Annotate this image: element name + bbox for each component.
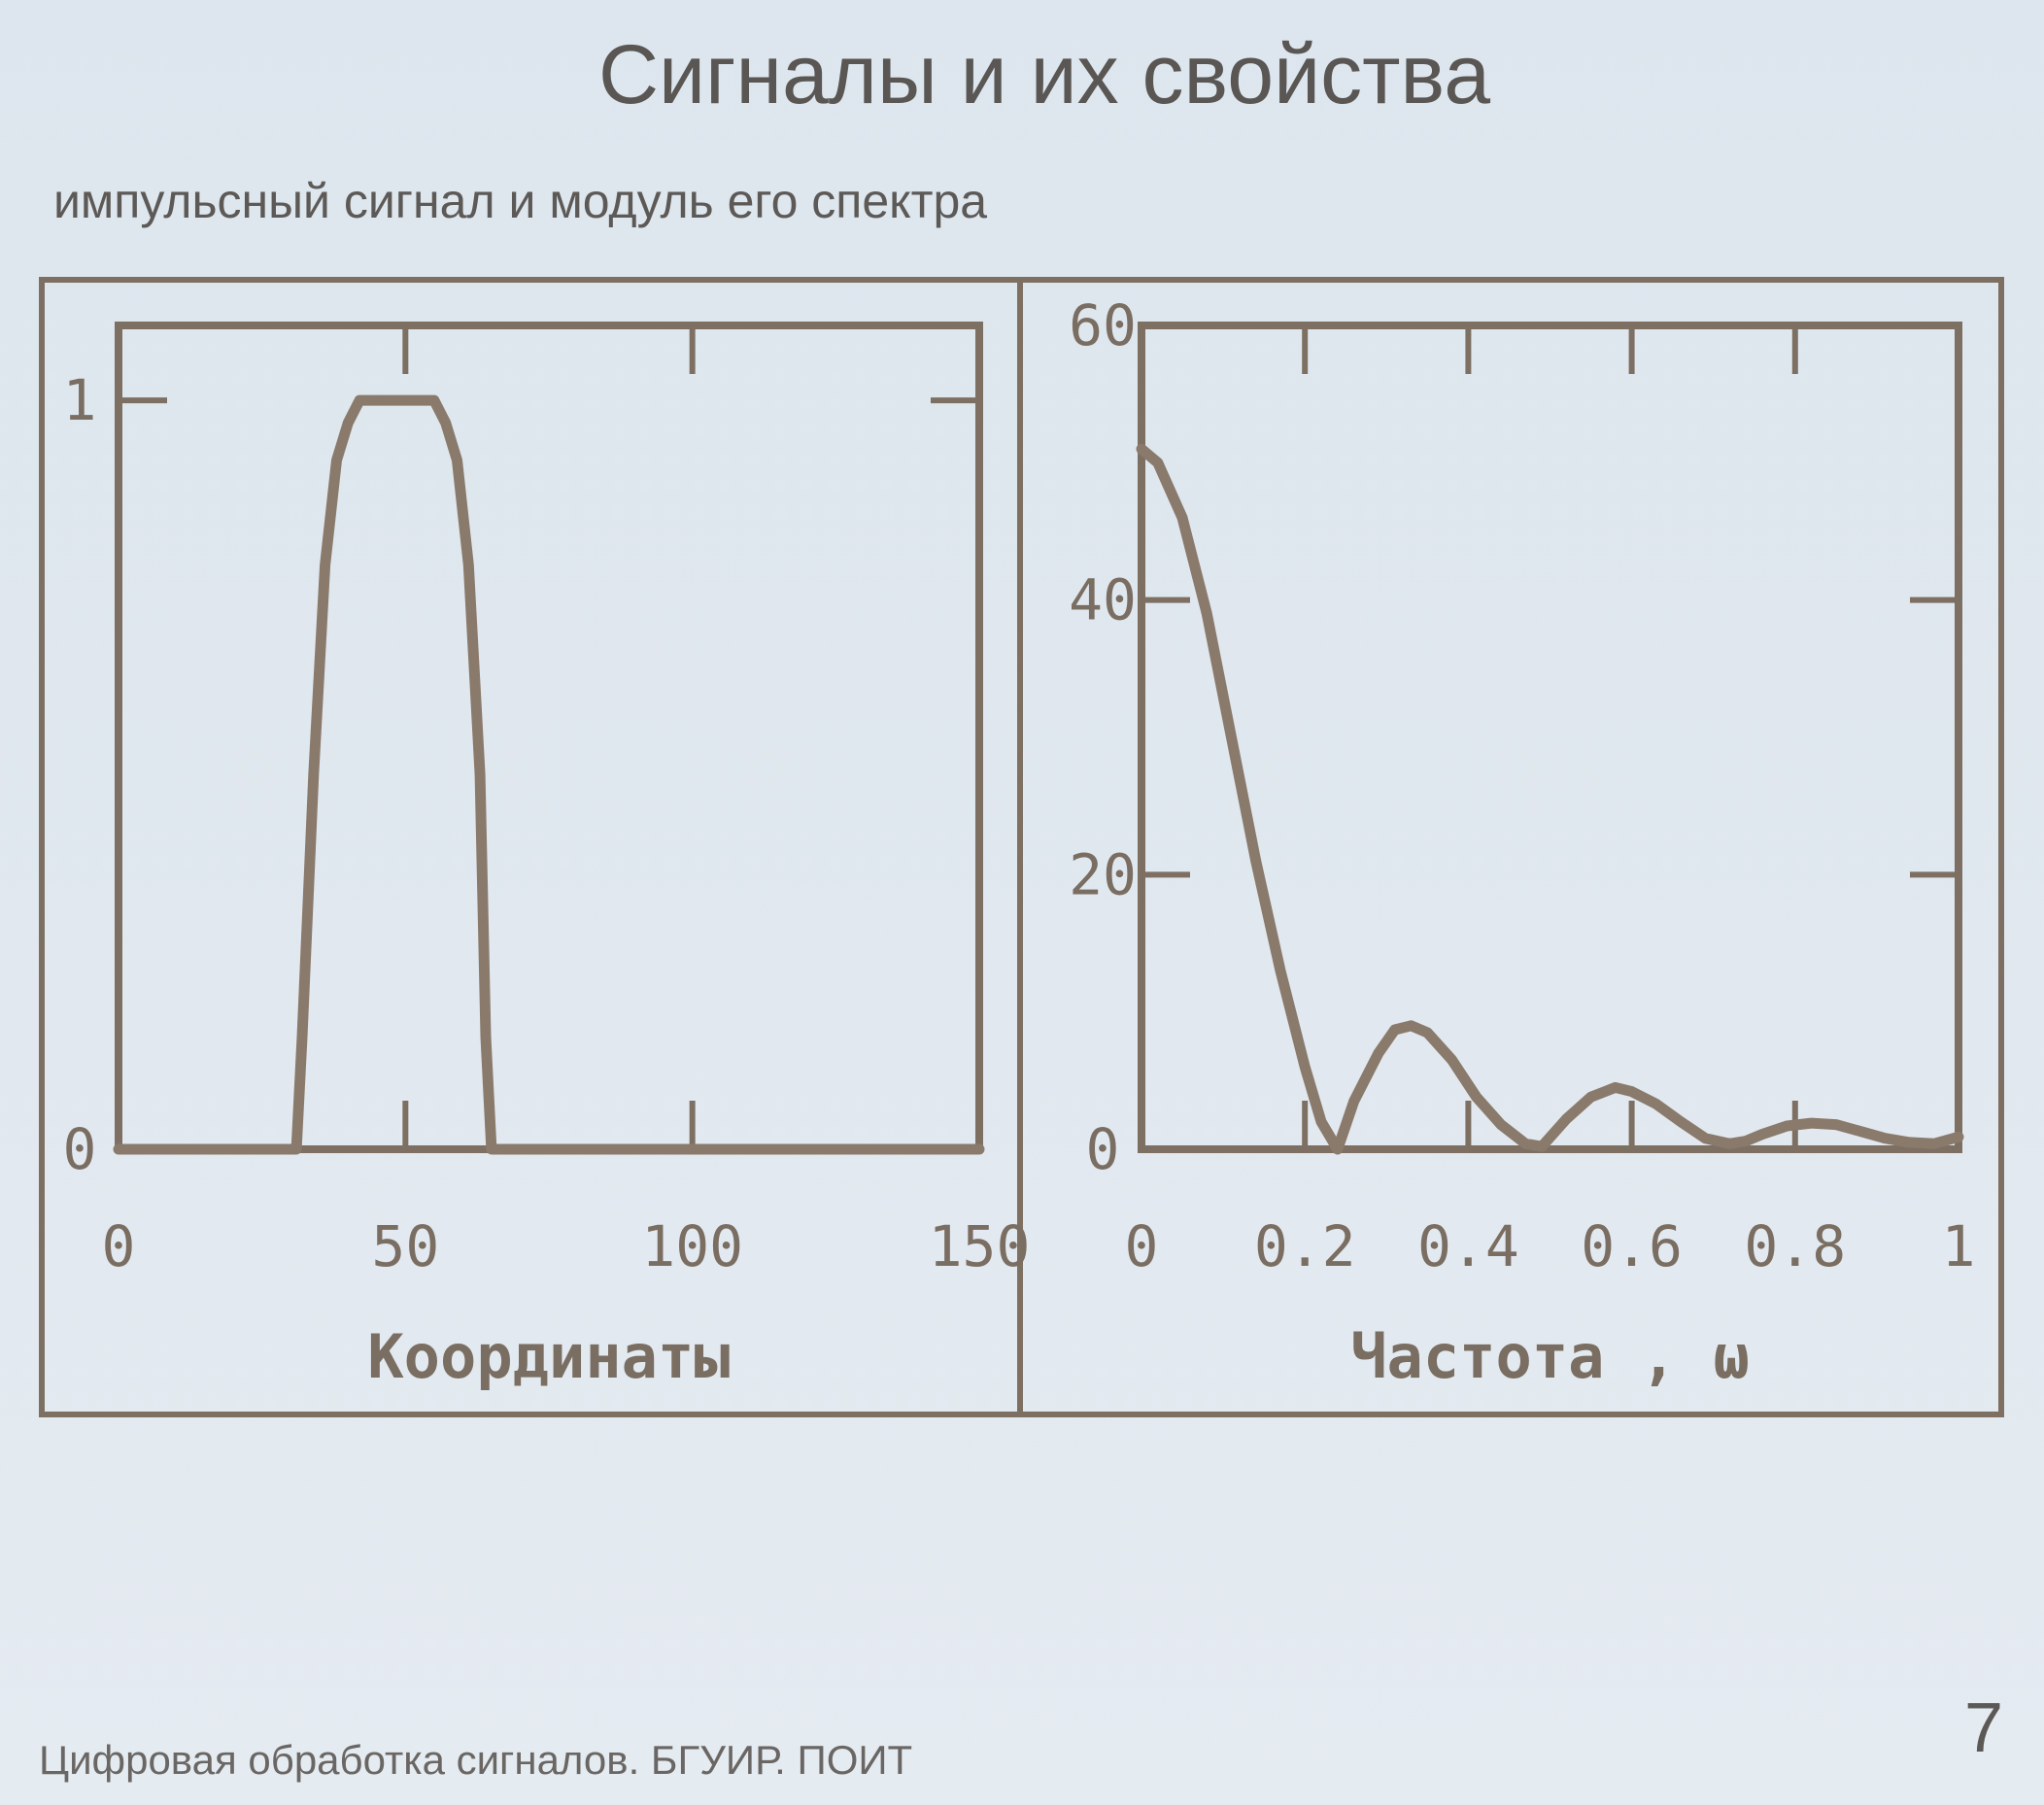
- chart-panel: 0 50 100 150 0 1 Координаты 0 0.2 0.4 0.6 0.8 1 0 20 4…: [39, 275, 2006, 1426]
- x-tick-label: 50: [371, 1213, 439, 1279]
- x-tick-label: 0.2: [1254, 1213, 1356, 1279]
- series-line: [113, 394, 985, 1155]
- slide-title: Сигналы и их свойства: [597, 28, 1491, 121]
- page-number: 7: [1963, 1689, 2003, 1767]
- x-tick-label: 1: [1942, 1213, 1976, 1279]
- slide-footer: Цифровая обработка сигналов. БГУИР. ПОИТ: [39, 1737, 913, 1783]
- plot-frame: [115, 322, 983, 1153]
- x-axis-label: Частота , ω: [1350, 1321, 1750, 1392]
- x-tick-label: 0: [102, 1213, 136, 1279]
- y-tick-label: 0: [63, 1116, 97, 1182]
- signal-chart: 0 50 100 150 0 1 Координаты: [63, 322, 1031, 1392]
- spectrum-chart: 0 0.2 0.4 0.6 0.8 1 0 20 40 60 Частота , ω: [1069, 292, 1975, 1392]
- y-tick-label: 60: [1069, 292, 1137, 358]
- series-line: [1136, 443, 1964, 1155]
- x-tick-label: 0: [1125, 1213, 1159, 1279]
- slide-subtitle: импульсный сигнал и модуль его спектра: [53, 174, 988, 228]
- charts-svg: 0 50 100 150 0 1 Координаты 0 0.2 0.4 0.6 0.8 1 0 20 4…: [39, 277, 2004, 1417]
- y-tick-label: 20: [1069, 841, 1137, 907]
- x-tick-label: 100: [641, 1213, 743, 1279]
- x-tick-label: 0.4: [1417, 1213, 1519, 1279]
- y-tick-label: 40: [1069, 567, 1137, 633]
- plot-frame: [1138, 322, 1962, 1153]
- y-tick-label: 1: [63, 367, 97, 433]
- x-tick-label: 0.8: [1744, 1213, 1846, 1279]
- x-tick-label: 150: [929, 1213, 1031, 1279]
- y-tick-label: 0: [1086, 1116, 1120, 1182]
- x-axis-label: Координаты: [367, 1321, 730, 1392]
- x-tick-label: 0.6: [1581, 1213, 1683, 1279]
